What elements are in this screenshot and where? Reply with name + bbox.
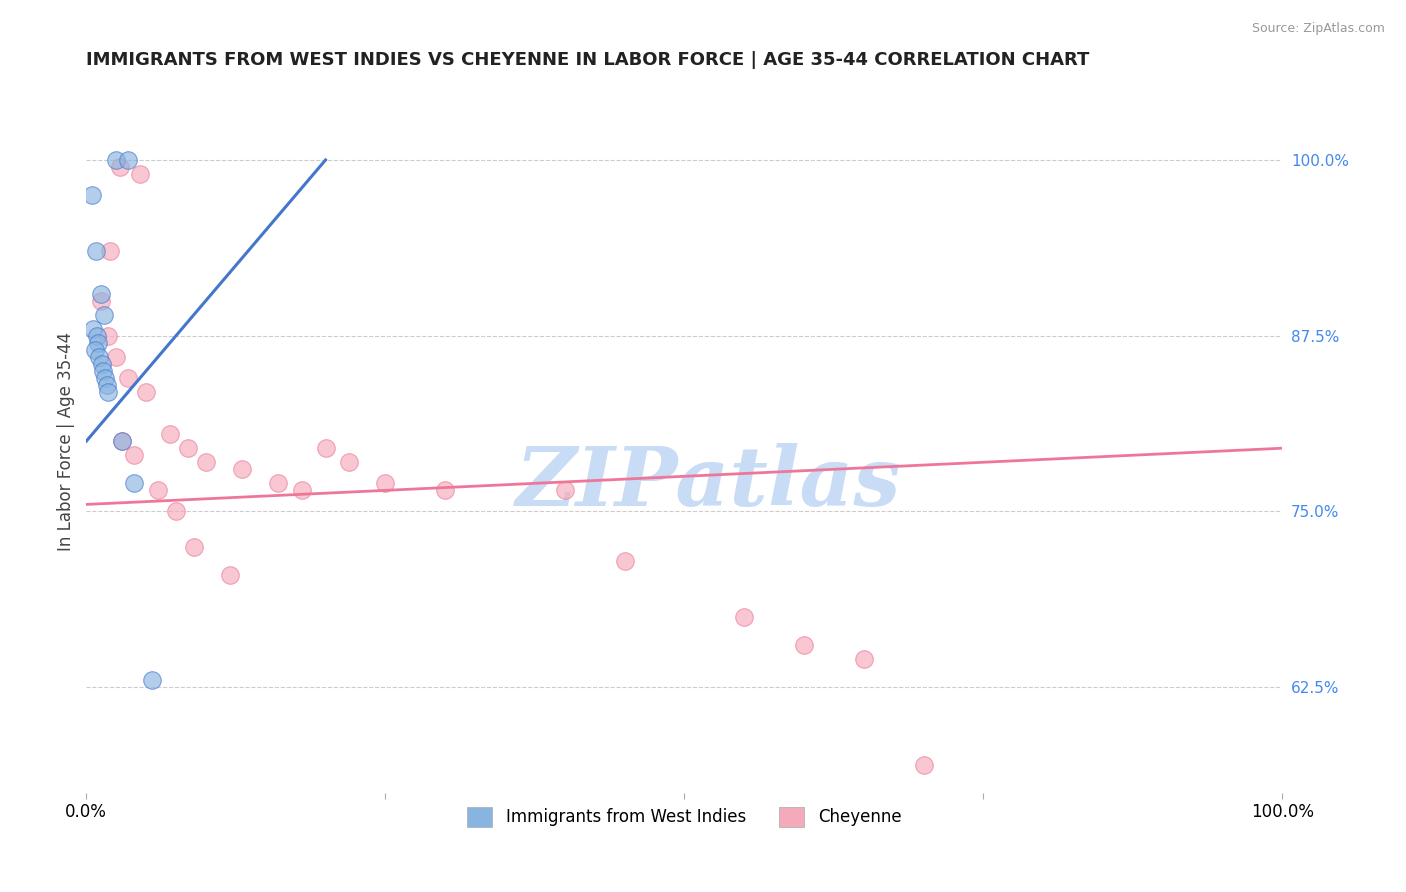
Point	[793, 638, 815, 652]
Point	[84, 244, 107, 259]
Point	[339, 455, 361, 469]
Point	[129, 167, 152, 181]
Point	[98, 244, 121, 259]
Point	[117, 371, 139, 385]
Point	[374, 476, 396, 491]
Point	[105, 153, 128, 167]
Point	[165, 504, 187, 518]
Text: IMMIGRANTS FROM WEST INDIES VS CHEYENNE IN LABOR FORCE | AGE 35-44 CORRELATION C: IMMIGRANTS FROM WEST INDIES VS CHEYENNE …	[86, 51, 1090, 69]
Point	[912, 757, 935, 772]
Point	[613, 554, 636, 568]
Point	[733, 610, 755, 624]
Point	[554, 483, 576, 498]
Point	[146, 483, 169, 498]
Legend: Immigrants from West Indies, Cheyenne: Immigrants from West Indies, Cheyenne	[461, 800, 908, 833]
Point	[87, 335, 110, 350]
Point	[291, 483, 314, 498]
Point	[89, 350, 111, 364]
Point	[135, 384, 157, 399]
Point	[141, 673, 163, 688]
Point	[122, 476, 145, 491]
Point	[122, 448, 145, 462]
Point	[183, 540, 205, 554]
Point	[93, 308, 115, 322]
Point	[111, 434, 134, 449]
Point	[194, 455, 217, 469]
Y-axis label: In Labor Force | Age 35-44: In Labor Force | Age 35-44	[58, 332, 75, 550]
Point	[90, 357, 112, 371]
Point	[97, 384, 120, 399]
Point	[159, 427, 181, 442]
Text: ZIPatlas: ZIPatlas	[516, 443, 901, 524]
Point	[82, 321, 104, 335]
Point	[266, 476, 288, 491]
Point	[90, 293, 112, 308]
Point	[94, 371, 117, 385]
Point	[315, 441, 337, 455]
Point	[90, 286, 112, 301]
Point	[91, 364, 114, 378]
Point	[111, 434, 134, 449]
Point	[83, 343, 105, 357]
Point	[434, 483, 457, 498]
Point	[231, 462, 253, 476]
Point	[852, 652, 875, 666]
Point	[177, 441, 200, 455]
Point	[117, 153, 139, 167]
Point	[86, 328, 108, 343]
Point	[97, 328, 120, 343]
Point	[218, 567, 240, 582]
Text: Source: ZipAtlas.com: Source: ZipAtlas.com	[1251, 22, 1385, 36]
Point	[105, 350, 128, 364]
Point	[96, 378, 118, 392]
Point	[82, 188, 104, 202]
Point	[108, 160, 131, 174]
